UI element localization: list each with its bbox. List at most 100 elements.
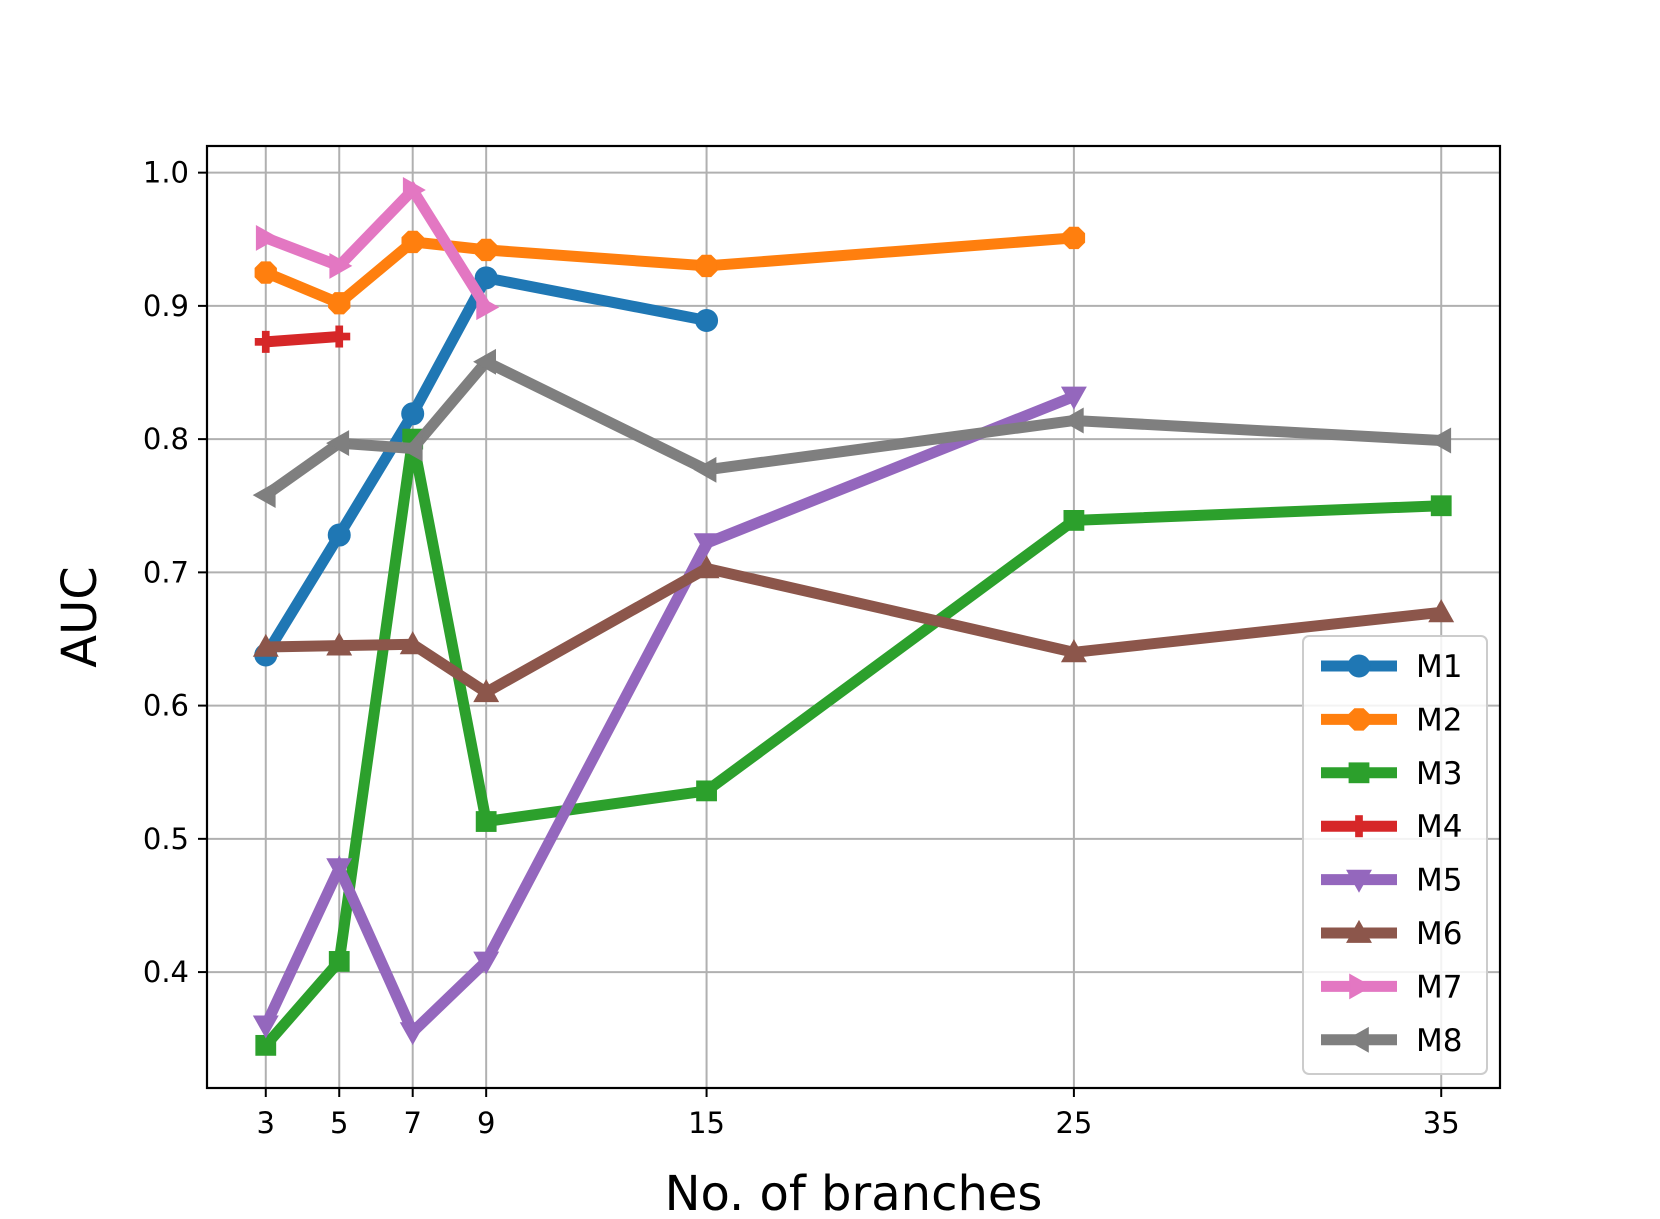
series-m8 — [252, 348, 1452, 509]
legend-item-m5: M5 — [1321, 863, 1462, 899]
series-m7-line — [263, 181, 491, 311]
series-m4-point — [328, 325, 351, 348]
legend-swatch-marker — [1347, 654, 1371, 678]
legend-swatch-marker-bar-v — [1355, 815, 1363, 838]
legend-label: M1 — [1416, 649, 1462, 685]
y-tick-label: 0.6 — [143, 689, 189, 723]
legend-swatch-marker — [1346, 869, 1372, 893]
series-m1-point — [401, 402, 425, 426]
series-m4-point-bar-v — [335, 325, 344, 348]
series-m7-point — [476, 294, 500, 321]
series-m2-point — [254, 261, 277, 284]
series-m2-point — [328, 292, 351, 315]
series-m8-point — [693, 456, 717, 483]
legend-item-m7: M7 — [1321, 969, 1462, 1005]
series-m3-line — [261, 438, 1442, 1050]
y-axis-title: AUC — [52, 566, 108, 667]
series-m2-line — [263, 232, 1075, 310]
series-m3-point — [696, 780, 717, 802]
series-m2-point — [475, 238, 498, 262]
series-m3-point — [328, 951, 350, 972]
series-m8-point — [473, 348, 496, 375]
legend-swatch-marker — [1347, 708, 1371, 731]
series-m7-point — [329, 252, 353, 279]
legend-label: M8 — [1416, 1023, 1462, 1059]
y-tick-label: 1.0 — [143, 156, 189, 190]
legend-swatch-marker — [1348, 762, 1370, 784]
series-m7-point — [402, 177, 426, 203]
legend-box — [1302, 635, 1488, 1075]
series-m1-point — [695, 309, 719, 333]
legend-item-m3: M3 — [1321, 756, 1462, 792]
axis-ticks: 3 5 7 9 15 25 350.40.50.60.70.80.91.0 — [143, 156, 1460, 1140]
y-tick-label: 0.7 — [143, 555, 189, 589]
x-tick-label: 7 — [403, 1106, 421, 1140]
series-m2-point — [401, 230, 424, 254]
series-m8-point — [252, 482, 276, 509]
x-tick-label: 35 — [1423, 1106, 1460, 1140]
legend-item-m4: M4 — [1321, 809, 1462, 845]
x-axis-title: No. of branches — [665, 1166, 1043, 1219]
legend-item-m1: M1 — [1321, 649, 1462, 685]
series-m6 — [252, 555, 1455, 703]
series-m2 — [254, 226, 1086, 315]
series-m6-point — [252, 633, 279, 657]
legend-label: M6 — [1416, 916, 1462, 952]
series-m6-point — [693, 555, 720, 579]
x-tick-label: 3 — [257, 1106, 275, 1140]
series-m3-point — [475, 811, 497, 832]
series-m2-point — [695, 254, 718, 278]
series-m4-point — [254, 330, 277, 353]
series-m5-point — [473, 951, 500, 975]
series-m4-point-bar-v — [261, 330, 270, 353]
series-m8-point — [399, 435, 423, 462]
series-m5-point — [326, 858, 353, 882]
legend-label: M7 — [1416, 969, 1462, 1005]
series-m8-line — [262, 354, 1442, 500]
series-m5-point — [693, 533, 720, 557]
series-m8-point — [1428, 427, 1452, 454]
series-m4-line — [265, 331, 340, 348]
series-m4 — [254, 325, 351, 353]
legend-item-m6: M6 — [1321, 916, 1462, 952]
series-m2-point — [1062, 226, 1086, 250]
series-m5 — [252, 386, 1087, 1046]
series-m1 — [254, 266, 719, 667]
series-group — [252, 177, 1455, 1056]
legend-swatch-marker — [1349, 973, 1373, 1000]
x-tick-label: 9 — [477, 1106, 495, 1140]
legend-swatch-marker — [1346, 919, 1372, 943]
legend-item-m8: M8 — [1321, 1023, 1462, 1059]
legend-swatch-marker — [1348, 815, 1370, 838]
series-m7 — [255, 177, 500, 321]
legend-item-m2: M2 — [1321, 702, 1462, 738]
legend-label: M2 — [1416, 702, 1462, 738]
y-tick-label: 0.9 — [143, 289, 189, 323]
series-m3-point — [1063, 510, 1085, 531]
legend-label: M3 — [1416, 756, 1462, 792]
series-m3 — [255, 428, 1452, 1056]
series-m8-point — [1060, 407, 1084, 434]
legend-label: M4 — [1416, 809, 1462, 845]
series-m5-point — [399, 1022, 426, 1046]
y-tick-label: 0.5 — [143, 822, 189, 856]
series-m8-point — [326, 430, 350, 457]
plot-frame — [205, 144, 1502, 1090]
series-m7-point — [255, 224, 279, 251]
series-m5-line — [260, 391, 1076, 1042]
x-tick-label: 25 — [1055, 1106, 1092, 1140]
series-m6-point — [326, 632, 353, 656]
series-m6-point — [473, 679, 500, 703]
series-m6-point — [399, 631, 426, 655]
series-m3-point — [1430, 495, 1452, 517]
series-m5-point — [1060, 386, 1087, 410]
legend-label: M5 — [1416, 863, 1462, 899]
y-tick-label: 0.4 — [143, 955, 189, 989]
x-tick-label: 15 — [688, 1106, 725, 1140]
series-m5-point — [252, 1015, 279, 1039]
series-m1-point — [327, 523, 351, 547]
series-m1-point — [474, 266, 498, 290]
legend: M1 M2 M3 M4 M5 M6 M7 M8 — [1302, 635, 1488, 1075]
